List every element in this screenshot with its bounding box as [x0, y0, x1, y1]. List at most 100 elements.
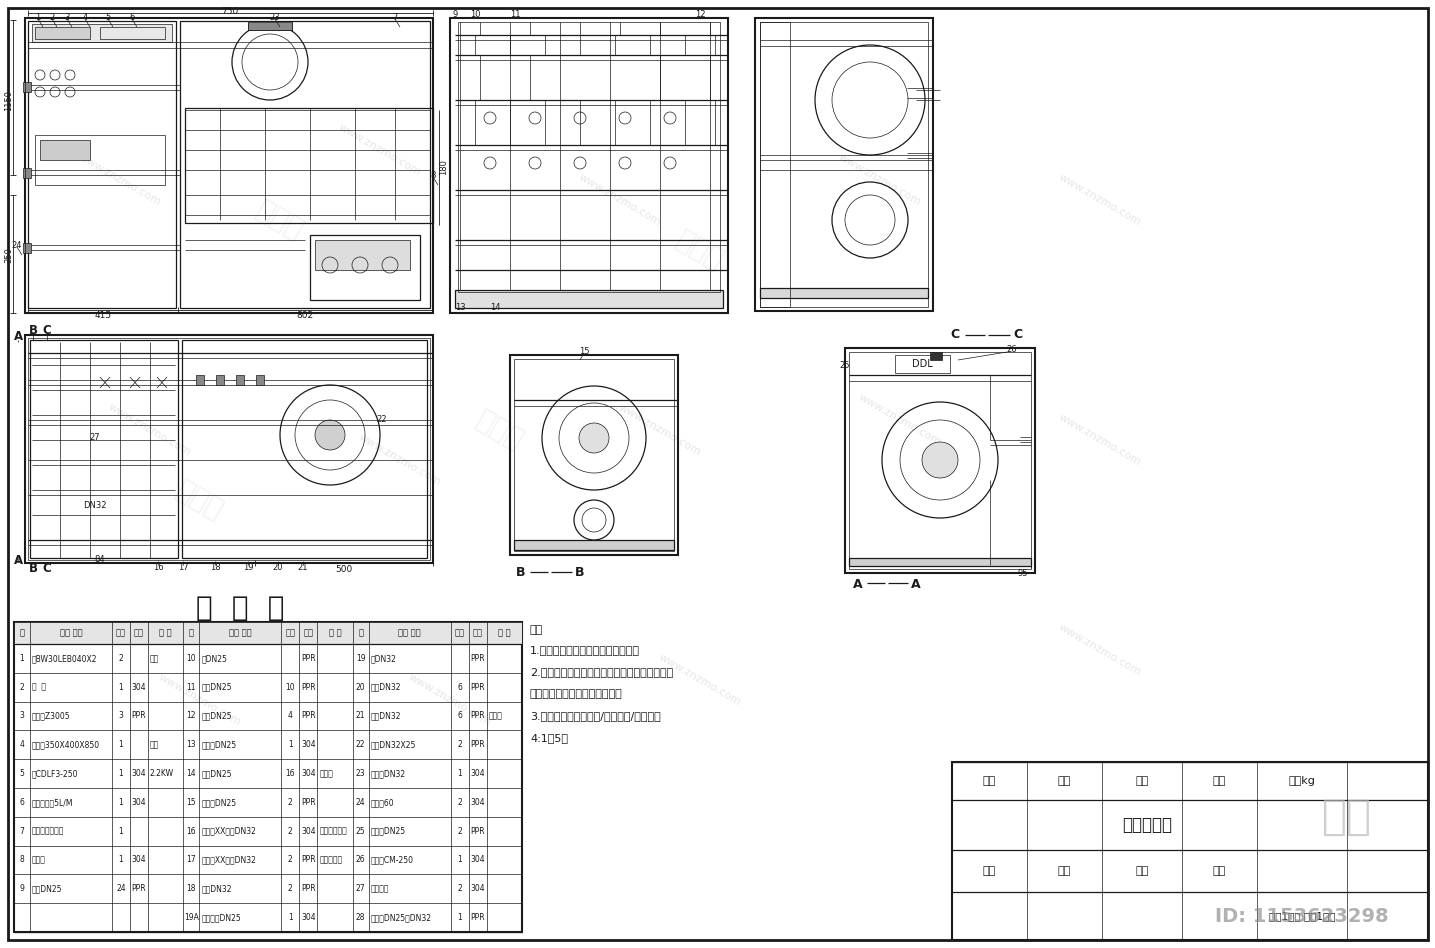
Bar — [951, 762, 1428, 940]
Text: PPR: PPR — [132, 712, 146, 720]
Text: 日期: 日期 — [1213, 776, 1225, 786]
Text: 2: 2 — [288, 827, 293, 836]
Text: 26: 26 — [1007, 345, 1017, 355]
Text: 1: 1 — [119, 855, 123, 865]
Text: 304: 304 — [301, 769, 316, 778]
Text: 3: 3 — [65, 12, 70, 22]
Bar — [455, 290, 723, 308]
Text: 文  英: 文 英 — [32, 683, 46, 692]
Bar — [761, 22, 791, 307]
Text: 304: 304 — [132, 855, 146, 865]
Text: 4:1：5。: 4:1：5。 — [530, 733, 568, 743]
Text: 压力开关: 压力开关 — [370, 884, 389, 893]
Text: 止回阀DN25: 止回阀DN25 — [370, 827, 406, 836]
Text: 知末网: 知末网 — [251, 195, 309, 245]
Text: B: B — [517, 567, 525, 579]
Text: 3: 3 — [119, 712, 123, 720]
Text: 球阀DN32: 球阀DN32 — [201, 884, 232, 893]
Text: 知末网: 知末网 — [672, 226, 729, 275]
Text: 16: 16 — [286, 769, 296, 778]
Bar — [255, 375, 264, 385]
Text: 21: 21 — [297, 563, 309, 573]
Bar — [14, 622, 522, 644]
Text: 三通DN32X25: 三通DN32X25 — [370, 740, 416, 749]
Text: 1: 1 — [119, 798, 123, 807]
Text: 序: 序 — [20, 629, 24, 637]
Text: 4: 4 — [82, 12, 88, 22]
Text: PPR: PPR — [471, 827, 485, 836]
Bar — [24, 18, 433, 313]
Bar — [761, 22, 928, 307]
Text: 7: 7 — [20, 827, 24, 836]
Text: 反渗透机组: 反渗透机组 — [1122, 816, 1172, 834]
Text: 压力表60: 压力表60 — [370, 798, 395, 807]
Text: 304: 304 — [471, 769, 485, 778]
Text: C: C — [1013, 329, 1023, 341]
Text: 8: 8 — [20, 855, 24, 865]
Text: 5: 5 — [20, 769, 24, 778]
Text: 13: 13 — [455, 303, 465, 313]
Text: 备 注: 备 注 — [159, 629, 172, 637]
Text: 27: 27 — [356, 884, 366, 893]
Text: 压力表接口: 压力表接口 — [320, 855, 343, 865]
Text: 2: 2 — [49, 12, 55, 22]
Text: PPR: PPR — [301, 798, 316, 807]
Text: 2: 2 — [458, 884, 462, 893]
Text: 350: 350 — [4, 247, 13, 263]
Text: B: B — [575, 567, 584, 579]
Bar — [235, 375, 244, 385]
Bar — [179, 21, 430, 308]
Text: 管DN32: 管DN32 — [370, 654, 396, 663]
Text: A: A — [854, 578, 862, 592]
Text: 17: 17 — [178, 563, 188, 573]
Text: 制图: 制图 — [1135, 776, 1148, 786]
Text: PPR: PPR — [471, 683, 485, 692]
Text: www.znzmo.com: www.znzmo.com — [1058, 173, 1144, 228]
Text: 28: 28 — [356, 913, 366, 922]
Text: 12: 12 — [187, 712, 197, 720]
Text: 304: 304 — [471, 798, 485, 807]
Bar — [29, 338, 430, 560]
Text: 共（1）张 第（1）张: 共（1）张 第（1）张 — [1269, 911, 1335, 921]
Text: A: A — [13, 331, 23, 343]
Text: 压力开关接口: 压力开关接口 — [320, 827, 347, 836]
Text: 材质: 材质 — [303, 629, 313, 637]
Text: 304: 304 — [301, 913, 316, 922]
Text: PPR: PPR — [471, 740, 485, 749]
Text: 管DN25: 管DN25 — [201, 654, 227, 663]
Text: 22: 22 — [356, 740, 366, 749]
Text: 材质: 材质 — [133, 629, 144, 637]
Text: 1: 1 — [458, 913, 462, 922]
Text: 4: 4 — [288, 712, 293, 720]
Text: 截止阀DN25: 截止阀DN25 — [201, 798, 237, 807]
Text: www.znzmo.com: www.znzmo.com — [857, 392, 943, 447]
Text: 注：: 注： — [530, 625, 544, 635]
Bar — [451, 18, 728, 313]
Text: 304: 304 — [132, 683, 146, 692]
Text: 22: 22 — [377, 415, 387, 425]
Text: 2: 2 — [20, 683, 24, 692]
Bar — [34, 27, 90, 39]
Text: 10: 10 — [187, 654, 197, 663]
Text: 1: 1 — [458, 855, 462, 865]
Text: 415: 415 — [95, 312, 112, 320]
Text: 6: 6 — [458, 683, 462, 692]
Text: A: A — [911, 578, 921, 592]
Text: 14: 14 — [187, 769, 197, 778]
Text: ID: 1153623298: ID: 1153623298 — [1215, 906, 1389, 925]
Text: 弯头DN32: 弯头DN32 — [370, 683, 402, 692]
Text: 304: 304 — [471, 884, 485, 893]
Bar — [850, 558, 1030, 566]
Text: 滤BW30LEB040X2: 滤BW30LEB040X2 — [32, 654, 98, 663]
Bar — [761, 288, 928, 298]
Text: 9: 9 — [20, 884, 24, 893]
Text: 1150: 1150 — [4, 89, 13, 111]
Text: 6: 6 — [20, 798, 24, 807]
Text: 2: 2 — [288, 855, 293, 865]
Text: DDL: DDL — [911, 359, 933, 369]
Text: 802: 802 — [297, 312, 314, 320]
Circle shape — [923, 442, 959, 478]
Bar — [458, 22, 720, 292]
Text: 24: 24 — [11, 241, 23, 249]
Text: 外丝DN32: 外丝DN32 — [370, 712, 402, 720]
